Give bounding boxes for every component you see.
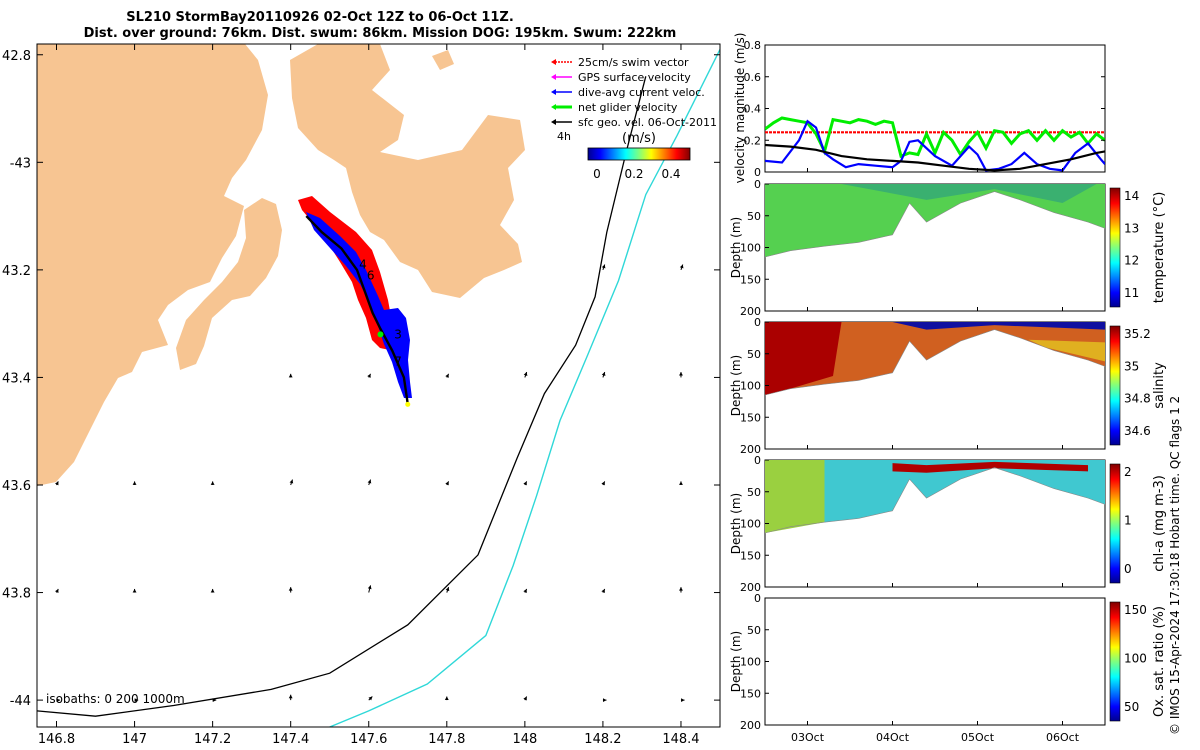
map-x-tick-label: 147	[122, 732, 147, 747]
legend-swatch-head	[551, 59, 556, 65]
map-x-tick-label: 147.8	[428, 732, 465, 747]
land-bruny-island	[176, 198, 282, 370]
geo-vector-head	[210, 481, 215, 485]
day-marker-label: 4	[359, 257, 367, 271]
geo-vector-head	[210, 588, 215, 593]
glider-track	[305, 215, 411, 407]
legend-label-1: GPS surface velocity	[578, 71, 691, 84]
day-markers: 46 3 7	[359, 257, 402, 368]
geo-vector-head	[367, 479, 372, 484]
geo-vector-head	[134, 698, 139, 703]
map-x-tick-label: 148	[512, 732, 537, 747]
map-x-tick-label: 148.2	[584, 732, 621, 747]
legend-swatch-head	[551, 119, 556, 125]
day-marker-label: 3	[394, 327, 402, 341]
colorbar-label: (m/s)	[622, 131, 656, 146]
glider-swath	[298, 196, 412, 398]
map-y-tick-label: 43.6	[2, 479, 31, 494]
geo-vector-head	[679, 372, 683, 376]
day-marker-label: 6	[367, 268, 375, 282]
map-legend: 25cm/s swim vector GPS surface velocity …	[551, 56, 717, 181]
geo-velocity-vectors	[55, 264, 685, 703]
geo-vector-head	[601, 588, 605, 593]
land-west	[37, 44, 268, 486]
geo-vector-head	[55, 481, 59, 486]
geo-vector-head	[132, 588, 137, 593]
legend-label-4: sfc geo. vel. 06-Oct-2011	[578, 116, 717, 129]
glider-start-point	[377, 331, 384, 338]
legend-label-0: 25cm/s swim vector	[578, 56, 689, 69]
land-east-peninsula	[290, 44, 525, 298]
legend-swatch-head	[551, 89, 556, 95]
map-y-tick-label: 43.4	[2, 371, 31, 386]
geo-vector-head	[603, 698, 607, 703]
geo-vector-head	[56, 698, 61, 703]
land-island	[330, 44, 358, 72]
glider-end-point	[405, 401, 411, 407]
map-y-tick-label: -44	[10, 694, 31, 709]
map-colorbar	[587, 147, 691, 161]
map-x-tick-label: 147.6	[350, 732, 387, 747]
figure-subtitle: Dist. over ground: 76km. Dist. swum: 86k…	[83, 26, 677, 41]
map-lines	[37, 49, 720, 727]
colorbar-tick-0: 0	[593, 167, 601, 181]
geo-vector-head	[679, 481, 683, 485]
legend-label-2: dive-avg current veloc.	[578, 86, 705, 99]
land-masses	[37, 44, 525, 486]
geo-vector-head	[523, 372, 528, 376]
swim-vector-swath	[298, 196, 410, 398]
geo-vector-head	[212, 698, 217, 703]
map-y-tick-label: 43.2	[2, 264, 31, 279]
geo-vector-head	[601, 264, 606, 269]
geo-vector-head	[288, 587, 293, 591]
geo-vector-head	[679, 587, 683, 591]
map-axis: 146.8 147 147.2 147.4 147.6 147.8 148 148.2 148.…	[2, 44, 720, 747]
colorbar-tick-2: 0.4	[661, 167, 680, 181]
geo-vector-head	[445, 373, 449, 378]
geo-vector-head	[523, 696, 527, 701]
figure-title: SL210 StormBay20110926 02-Oct 12Z to 06-…	[126, 10, 514, 25]
geo-vector-head	[601, 372, 606, 376]
geo-vector-head	[601, 481, 605, 486]
map-y-tick-label: -43	[10, 156, 31, 171]
map-x-tick-label: 147.2	[194, 732, 231, 747]
legend-label-3: net glider velocity	[578, 101, 678, 114]
geo-vector-head	[367, 373, 371, 378]
geo-vector-head	[55, 588, 59, 593]
geo-vector-head	[523, 481, 527, 486]
geo-vector-head	[289, 479, 294, 484]
legend-swatch-head	[551, 74, 556, 80]
current-velocity-swath	[306, 212, 412, 398]
geo-vector-head	[132, 481, 137, 485]
map-frame	[36, 43, 721, 728]
map-x-tick-label: 148.4	[662, 732, 699, 747]
geo-vector-head	[523, 588, 527, 593]
geo-vector-head	[288, 694, 293, 699]
geo-vector-head	[445, 587, 450, 592]
geo-vector-head	[444, 696, 449, 701]
geo-vector-head	[367, 585, 372, 590]
geo-vector-head	[681, 698, 685, 703]
glider-track-line	[305, 215, 409, 405]
geo-vector-head	[679, 264, 684, 269]
map-x-tick-label: 146.8	[38, 732, 75, 747]
isobath-annotation: isobaths: 0 200 1000m	[46, 692, 185, 706]
credit-line: © IMOS 15-Apr-2024 17:30:18 Hobart time.…	[1168, 395, 1182, 735]
map-y-tick-label: 42.8	[2, 49, 31, 64]
map-x-tick-label: 147.4	[272, 732, 309, 747]
geo-vector-head	[445, 481, 449, 486]
colorbar-tick-1: 0.2	[624, 167, 643, 181]
map-y-tick-label: 43.8	[2, 587, 31, 602]
legend-swatch-head	[551, 104, 556, 110]
day-marker-label: 7	[394, 354, 402, 368]
isobath-1000-line	[329, 49, 720, 727]
legend-interval: 4h	[557, 130, 571, 143]
geo-vector-head	[368, 696, 373, 701]
land-island	[432, 50, 454, 70]
isobath-200-line	[37, 76, 647, 717]
geo-vector-head	[288, 373, 293, 378]
